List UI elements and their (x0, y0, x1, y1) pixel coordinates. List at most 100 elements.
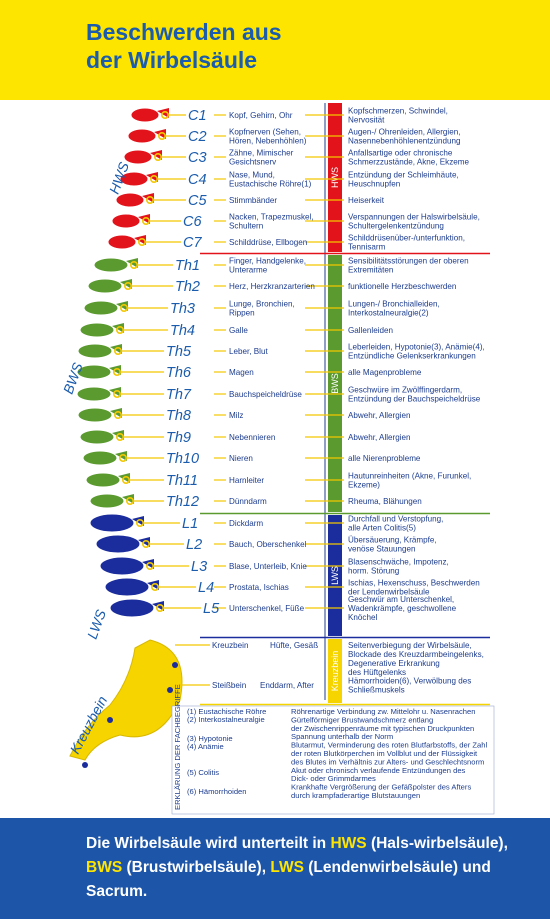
organ-text: Unterarme (229, 266, 268, 275)
symptom-text: Übersäuerung, Krämpfe, (348, 536, 437, 545)
region-band-lws (328, 515, 342, 636)
vertebra-body (109, 598, 155, 618)
vertebra-body (95, 534, 141, 554)
header-band: Beschwerden aus der Wirbelsäule (0, 0, 550, 100)
vertebra-body (83, 300, 119, 316)
vertebra-body (89, 493, 125, 509)
symptom-text: Geschwüre im Zwölffingerdarm, (348, 386, 462, 395)
region-band-label: Kreuzbein (330, 651, 340, 692)
symptom-text: Schmerzzustände, Akne, Ekzeme (348, 158, 470, 167)
sacrum-symptom: Hämorrhoiden(6), Verwölbung des (348, 677, 471, 686)
symptom-text: alle Magenprobleme (348, 368, 422, 377)
nerve-exit-dot (142, 217, 151, 226)
glossary-definition: Dick- oder Grimmdarmes (291, 774, 376, 783)
vertebra-body (111, 213, 141, 229)
glossary-term: (5) Colitis (187, 768, 219, 777)
symptom-text: Schultergelenkentzündung (348, 222, 444, 231)
glossary-title: ERKLÄRUNG DER FACHBEGRIFFE (173, 684, 182, 810)
organ-text: Rippen (229, 309, 255, 318)
vertebra-label-l4: L4 (198, 580, 214, 596)
sacrum-label: Steißbein (212, 681, 246, 690)
vertebra-label-th4: Th4 (170, 323, 195, 339)
organ-text: Kopf, Gehirn, Ohr (229, 111, 293, 120)
symptom-text: Durchfall und Verstopfung, (348, 515, 443, 524)
vertebra-label-th10: Th10 (166, 451, 199, 467)
region-band-hws (328, 103, 342, 252)
nerve-exit-dot (161, 111, 170, 120)
glossary-definition: Gürtelförmiger Brustwandschmerz entlang (291, 715, 433, 724)
vertebra-label-th9: Th9 (166, 430, 191, 446)
nerve-exit-dot (146, 196, 155, 205)
vertebra-body (76, 386, 112, 402)
glossary-term: (6) Hämorrhoiden (187, 787, 247, 796)
glossary-definition: Röhrenartige Verbindung zw. Mittelohr u.… (291, 707, 475, 716)
organ-text: Kopfnerven (Sehen, (229, 128, 301, 137)
symptom-text: alle Arten Colitis(5) (348, 524, 416, 533)
glossary-term: (4) Anämie (187, 742, 224, 751)
nerve-exit-dot (142, 539, 151, 548)
organ-text: Finger, Handgelenke, (229, 257, 306, 266)
vertebra-body (82, 450, 118, 466)
symptom-text: Geschwür am Unterschenkel, (348, 595, 454, 604)
symptom-text: Augen-/ Ohrenleiden, Allergien, (348, 128, 461, 137)
glossary-definition: Akut oder chronisch verlaufende Entzündu… (291, 766, 466, 775)
nerve-exit-dot (146, 561, 155, 570)
symptom-text: Hautunreinheiten (Akne, Furunkel, (348, 472, 471, 481)
vertebra-label-th6: Th6 (166, 365, 192, 381)
symptom-text: Blasenschwäche, Impotenz, (348, 558, 449, 567)
nerve-exit-dot (113, 389, 122, 398)
vertebra-label-l2: L2 (186, 537, 202, 553)
page-title: Beschwerden aus der Wirbelsäule (86, 18, 386, 74)
vertebra-label-c5: C5 (188, 193, 207, 209)
organ-text: Harnleiter (229, 476, 264, 485)
sacrum-symptom: Degenerative Erkrankung (348, 659, 440, 668)
sacrum-organ: Enddarm, After (260, 681, 314, 690)
organ-text: Dünndarm (229, 497, 267, 506)
glossary-definition: des Blutes im Verhältnis zur Alters- und… (291, 757, 484, 766)
vertebra-label-th7: Th7 (166, 387, 192, 403)
symptom-text: Verspannungen der Halswirbelsäule, (348, 213, 480, 222)
symptom-text: Ischias, Hexenschuss, Beschwerden (348, 579, 480, 588)
vertebra-body (93, 257, 129, 273)
connector-lines (121, 114, 344, 686)
title-line-2: der Wirbelsäule (86, 47, 258, 73)
footer-text: Die Wirbelsäule wird unterteilt in HWS (… (86, 835, 508, 900)
organ-text: Nebennieren (229, 433, 275, 442)
symptom-text: Entzündung der Schleimhäute, (348, 171, 459, 180)
footer-bws: BWS (86, 859, 123, 876)
region-band-label: BWS (330, 373, 340, 394)
nerve-exit-dot (154, 153, 163, 162)
vertebra-label-c1: C1 (188, 108, 207, 124)
organ-text: Prostata, Ischias (229, 583, 289, 592)
nerve-exit-dot (150, 175, 159, 184)
vertebra-label-l1: L1 (182, 516, 198, 532)
group-label-lws: LWS (84, 607, 109, 641)
symptom-text: Extremitäten (348, 266, 393, 275)
glossary-definition: Blutarmut, Verminderung des roten Blutfa… (291, 741, 487, 750)
sacrum-dot (172, 662, 178, 668)
symptom-text: Abwehr, Allergien (348, 411, 411, 420)
glossary: ERKLÄRUNG DER FACHBEGRIFFE (1) Eustachisc… (171, 684, 495, 815)
vertebra-label-th5: Th5 (166, 344, 192, 360)
symptom-text: Lungen-/ Bronchialleiden, (348, 300, 440, 309)
organ-text: Stimmbänder (229, 196, 277, 205)
symptom-text: Entzündliche Gelenkserkrankungen (348, 352, 476, 361)
sacrum-symptom: Seitenverbiegung der Wirbelsäule, (348, 641, 472, 650)
vertebra-body (99, 556, 145, 576)
nerve-exit-dot (124, 281, 133, 290)
glossary-box (171, 705, 495, 815)
symptom-text: Wadenkrämpfe, geschwollene (348, 604, 457, 613)
symptom-text: Heuschnupfen (348, 180, 400, 189)
organ-text: Hören, Nebenhöhlen) (229, 137, 307, 146)
organ-text: Magen (229, 368, 254, 377)
nerve-exit-dot (114, 346, 123, 355)
glossary-definition: Krankhafte Vergrößerung der Gefäßpolster… (291, 783, 471, 792)
nerve-exit-dot (122, 475, 131, 484)
region-band-bws (328, 255, 342, 512)
organ-text: Eustachische Röhre(1) (229, 180, 312, 189)
organ-text: Schilddrüse, Ellbogen (229, 238, 307, 247)
nerve-exit-dot (136, 518, 145, 527)
organ-text: Zähne, Mimischer (229, 149, 294, 158)
symptom-text: Nasennebenhöhlenentzündung (348, 137, 461, 146)
